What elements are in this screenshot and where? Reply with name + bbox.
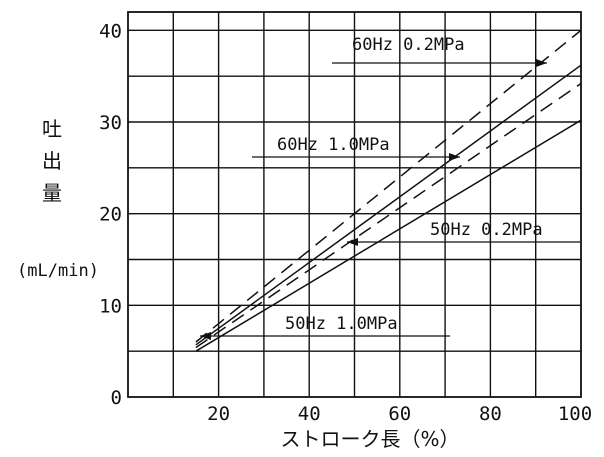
x-tick-label: 80 <box>479 403 502 425</box>
annotation-arrowhead <box>200 332 211 340</box>
series-annotations: 60Hz 0.2MPa 60Hz 1.0MPa 50Hz 0.2MPa 50Hz 1.… <box>200 35 580 340</box>
annotation-label: 60Hz 0.2MPa <box>352 35 465 55</box>
y-axis-unit: (mL/min) <box>17 261 99 281</box>
x-tick-label: 20 <box>207 403 230 425</box>
y-tick-label: 10 <box>99 295 122 317</box>
y-tick-label: 30 <box>99 112 122 134</box>
series-line-50hz-1-0mpa <box>195 119 582 352</box>
y-tick-label: 20 <box>99 204 122 226</box>
annotation-arrowhead <box>536 59 547 67</box>
series-lines <box>195 29 582 352</box>
annotation-label: 50Hz 1.0MPa <box>285 314 398 334</box>
series-line-60hz-1-0mpa <box>195 64 582 346</box>
grid <box>128 12 581 397</box>
y-tick-label: 40 <box>99 20 122 42</box>
y-tick-label: 0 <box>111 387 122 409</box>
plot-frame <box>127 11 582 398</box>
x-tick-label: 100 <box>558 403 592 425</box>
series-line-60hz-0-2mpa <box>195 29 582 343</box>
annotation-label: 50Hz 0.2MPa <box>430 220 543 240</box>
y-axis-label: 吐出量 <box>42 117 62 205</box>
annotation-label: 60Hz 1.0MPa <box>277 135 390 155</box>
tick-labels: 20 40 60 80 100 0 10 20 30 40 <box>99 20 592 425</box>
x-axis-label: ストローク長（%） <box>280 427 459 451</box>
annotation-arrowhead <box>347 238 358 246</box>
series-line-50hz-0-2mpa <box>195 82 582 349</box>
x-tick-label: 60 <box>388 403 411 425</box>
x-tick-label: 40 <box>298 403 321 425</box>
annotation-arrowhead <box>449 153 460 161</box>
